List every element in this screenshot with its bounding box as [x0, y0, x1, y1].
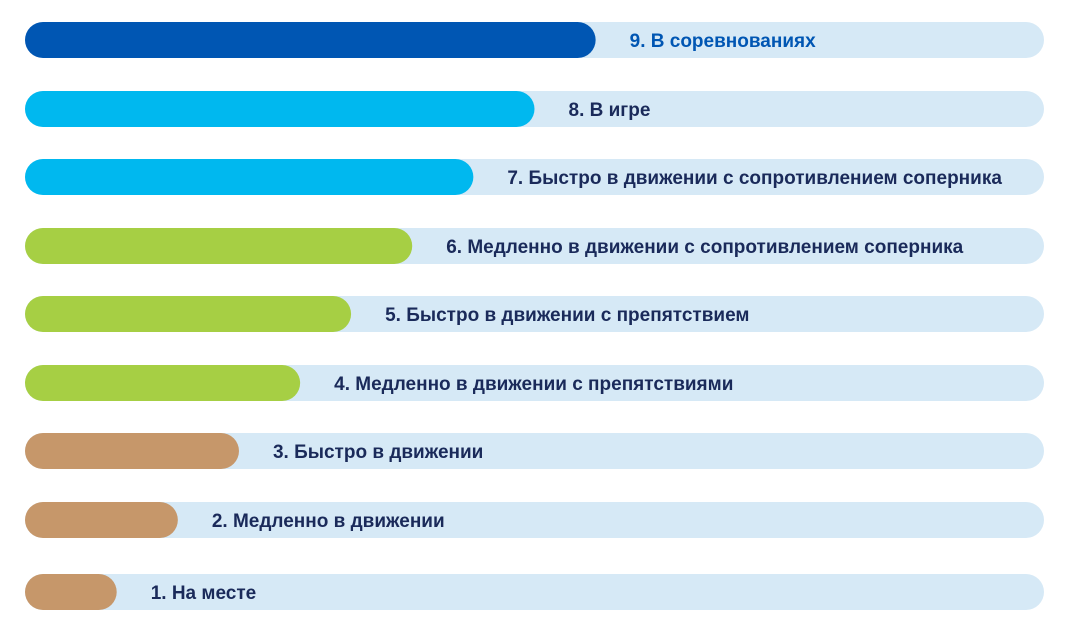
bar — [25, 228, 413, 264]
bar — [25, 159, 474, 195]
bar-label: 9. В соревнованиях — [630, 31, 816, 52]
bar-track — [25, 574, 1044, 610]
bar-label: 2. Медленно в движении — [212, 511, 445, 532]
bar — [25, 365, 301, 401]
bar — [25, 433, 239, 469]
bar-label: 6. Медленно в движении с сопротивлением … — [446, 237, 963, 258]
bar — [25, 574, 117, 610]
bar — [25, 296, 352, 332]
bar-label: 7. Быстро в движении с сопротивлением со… — [507, 168, 1002, 189]
bar-label: 5. Быстро в движении с препятствием — [385, 305, 749, 326]
bar-label: 8. В игре — [569, 100, 651, 121]
bar — [25, 91, 535, 127]
bar-label: 4. Медленно в движении с препятствиями — [334, 374, 733, 395]
bar-fills — [25, 22, 596, 610]
bar — [25, 502, 178, 538]
bar-track — [25, 502, 1044, 538]
bar-labels: 9. В соревнованиях 8. В игре 7. Быстро в д… — [151, 31, 1003, 604]
bar-label: 1. На месте — [151, 583, 257, 604]
bar — [25, 22, 596, 58]
bar-track — [25, 433, 1044, 469]
bar-label: 3. Быстро в движении — [273, 442, 483, 463]
